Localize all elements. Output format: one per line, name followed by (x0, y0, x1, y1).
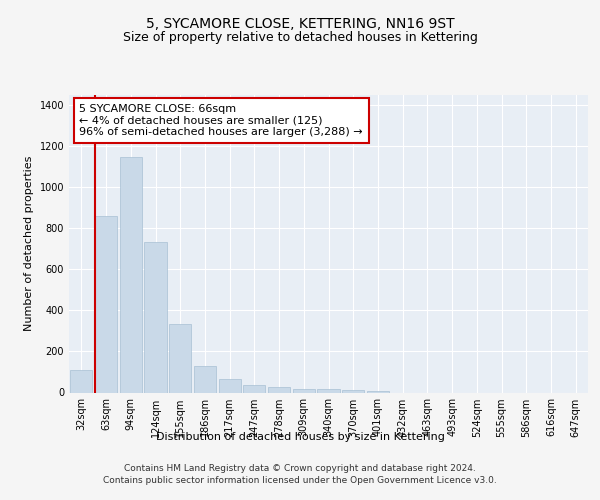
Text: 5, SYCAMORE CLOSE, KETTERING, NN16 9ST: 5, SYCAMORE CLOSE, KETTERING, NN16 9ST (146, 18, 454, 32)
Bar (293, 389, 315, 392)
Text: Contains HM Land Registry data © Crown copyright and database right 2024.: Contains HM Land Registry data © Crown c… (124, 464, 476, 473)
Y-axis label: Number of detached properties: Number of detached properties (24, 156, 34, 332)
Bar (243, 386, 265, 392)
Text: Contains public sector information licensed under the Open Government Licence v3: Contains public sector information licen… (103, 476, 497, 485)
Bar (342, 390, 364, 392)
Text: Distribution of detached houses by size in Kettering: Distribution of detached houses by size … (155, 432, 445, 442)
Bar (218, 379, 241, 392)
Text: 5 SYCAMORE CLOSE: 66sqm
← 4% of detached houses are smaller (125)
96% of semi-de: 5 SYCAMORE CLOSE: 66sqm ← 4% of detached… (79, 104, 363, 137)
Bar (95, 216, 117, 392)
Bar (70, 370, 92, 392)
Bar (317, 390, 340, 392)
Bar (194, 366, 216, 392)
Bar (268, 388, 290, 392)
Bar (145, 242, 167, 392)
Bar (119, 156, 142, 392)
Bar (169, 324, 191, 392)
Text: Size of property relative to detached houses in Kettering: Size of property relative to detached ho… (122, 31, 478, 44)
